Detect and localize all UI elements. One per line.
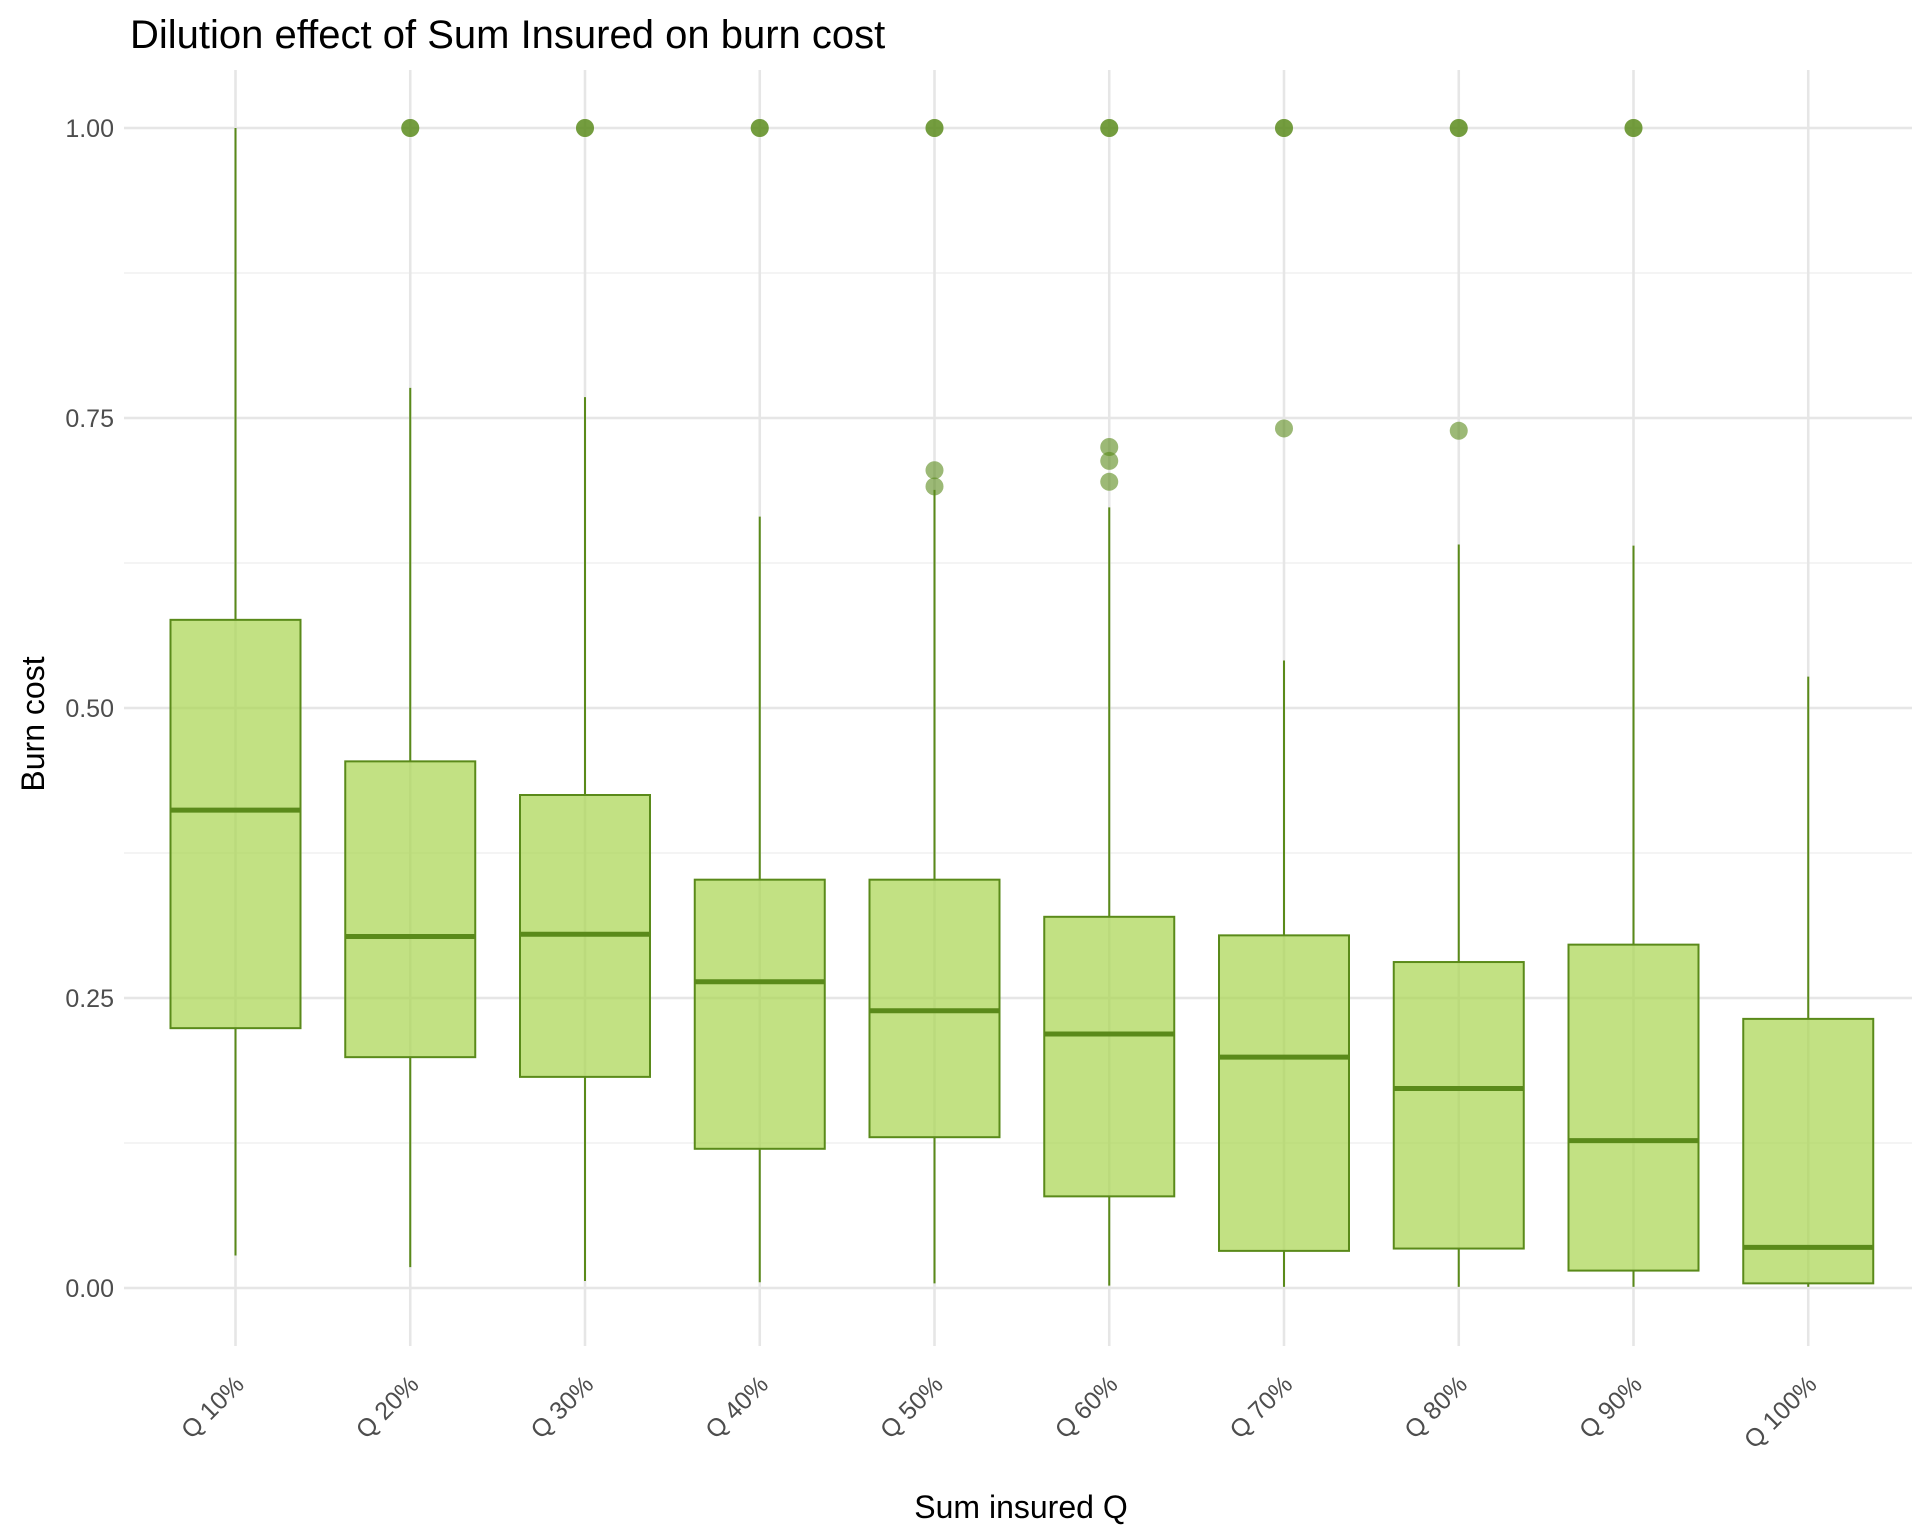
outlier-point xyxy=(1100,451,1119,470)
x-axis-ticks: Q 10% Q 20% Q 30% Q 40% Q 50% Q 60% Q 70% Q 80%… xyxy=(176,1370,1823,1454)
x-tick-label: Q 40% xyxy=(700,1370,774,1444)
box-group xyxy=(169,128,302,1256)
box-group xyxy=(1392,119,1525,1287)
box-group xyxy=(1043,119,1176,1286)
x-axis-title: Sum insured Q xyxy=(914,1489,1127,1525)
x-tick-label: Q 30% xyxy=(525,1370,599,1444)
y-axis-title: Burn cost xyxy=(15,656,51,791)
outlier-point xyxy=(1449,119,1468,137)
outlier-point xyxy=(401,119,420,137)
y-tick-label: 0.75 xyxy=(65,405,114,433)
x-tick-label: Q 10% xyxy=(176,1370,250,1444)
x-tick-label: Q 50% xyxy=(875,1370,949,1444)
box-iqr xyxy=(693,878,826,1150)
box-group xyxy=(1218,119,1350,1287)
x-tick-label: Q 80% xyxy=(1399,1370,1473,1444)
y-tick-label: 0.00 xyxy=(65,1275,114,1303)
box-group xyxy=(344,119,477,1268)
outlier-point xyxy=(1449,421,1468,440)
box-group xyxy=(1567,119,1700,1287)
x-tick-label: Q 60% xyxy=(1050,1370,1124,1444)
box-group xyxy=(519,119,651,1282)
box-iqr xyxy=(1567,943,1700,1272)
box-iqr xyxy=(1742,1017,1875,1285)
outlier-point xyxy=(925,477,944,496)
box-group xyxy=(693,119,826,1283)
y-tick-label: 1.00 xyxy=(65,115,114,143)
chart-title: Dilution effect of Sum Insured on burn c… xyxy=(130,13,885,57)
box-group xyxy=(1742,676,1875,1287)
x-tick-label: Q 100% xyxy=(1739,1370,1823,1454)
outlier-point xyxy=(750,119,769,137)
box-iqr xyxy=(169,618,302,1030)
outlier-point xyxy=(1275,419,1293,438)
box-iqr xyxy=(1043,915,1176,1198)
outlier-point xyxy=(1624,119,1643,137)
outlier-point xyxy=(1100,438,1119,456)
outlier-point xyxy=(1100,119,1119,137)
box-iqr xyxy=(1218,934,1350,1252)
y-tick-label: 0.25 xyxy=(65,985,114,1013)
box-group xyxy=(868,119,1001,1284)
boxes xyxy=(169,119,1875,1287)
x-tick-label: Q 90% xyxy=(1574,1370,1648,1444)
y-axis-ticks: 0.00 0.25 0.50 0.75 1.00 xyxy=(65,115,114,1303)
outlier-point xyxy=(925,119,944,137)
y-tick-label: 0.50 xyxy=(65,695,114,723)
outlier-point xyxy=(925,461,944,480)
x-tick-label: Q 20% xyxy=(351,1370,425,1444)
outlier-point xyxy=(1100,472,1119,491)
box-iqr xyxy=(344,760,477,1059)
x-tick-label: Q 70% xyxy=(1224,1370,1298,1444)
outlier-point xyxy=(1275,119,1293,137)
outlier-point xyxy=(576,119,594,137)
box-iqr xyxy=(1392,961,1525,1250)
